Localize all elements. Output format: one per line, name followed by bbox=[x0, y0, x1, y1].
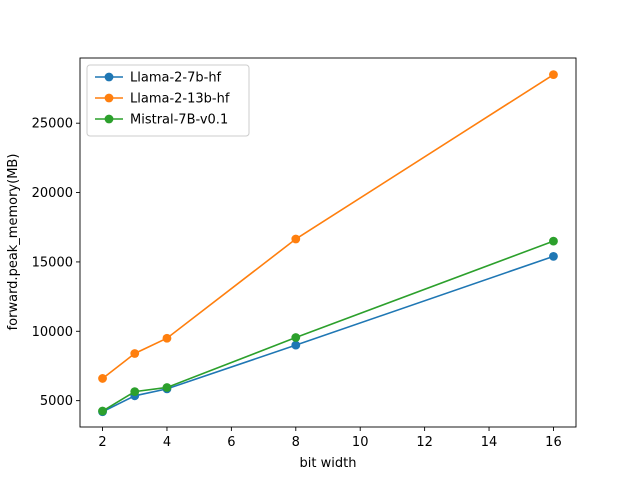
legend-marker-2 bbox=[104, 114, 114, 124]
y-tick-label-0: 5000 bbox=[40, 394, 73, 409]
x-tick-label-6: 14 bbox=[481, 435, 498, 450]
legend: Llama-2-7b-hf Llama-2-13b-hf Mistral-7B-v0… bbox=[86, 64, 250, 137]
y-tick-label-1: 10000 bbox=[32, 325, 73, 340]
x-tick-label-4: 10 bbox=[352, 435, 369, 450]
data-point-2-2 bbox=[162, 383, 172, 392]
legend-label-1: Llama-2-13b-hf bbox=[130, 92, 230, 107]
x-tick-label-7: 16 bbox=[545, 435, 562, 450]
y-tick-label-3: 20000 bbox=[32, 186, 73, 201]
legend-marker-1 bbox=[104, 93, 114, 103]
plot-frame bbox=[79, 57, 577, 428]
data-point-2-1 bbox=[130, 387, 140, 397]
x-tick-label-1: 4 bbox=[163, 435, 171, 450]
data-point-2-3 bbox=[291, 333, 301, 342]
data-point-0-3 bbox=[291, 340, 301, 350]
x-tick-label-2: 6 bbox=[227, 435, 235, 450]
data-point-2-4 bbox=[549, 236, 558, 246]
data-point-1-2 bbox=[162, 333, 172, 343]
legend-label-2: Mistral-7B-v0.1 bbox=[130, 113, 228, 128]
data-point-1-1 bbox=[130, 349, 140, 358]
series-layer bbox=[98, 70, 558, 417]
data-point-0-4 bbox=[549, 251, 558, 261]
x-axis-label: bit width bbox=[300, 456, 357, 471]
x-tick-label-0: 2 bbox=[98, 435, 106, 450]
y-tick-label-2: 15000 bbox=[32, 255, 73, 270]
axes-layer: 2 4 6 8 10 12 14 16 5000 10000 15000 20000 25000 bbox=[32, 57, 577, 450]
y-axis-label: forward.peak_memory(MB) bbox=[6, 154, 21, 331]
x-tick-label-5: 12 bbox=[416, 435, 433, 450]
legend-box bbox=[86, 64, 250, 137]
data-point-1-0 bbox=[98, 374, 107, 383]
data-point-1-3 bbox=[291, 234, 301, 244]
legend-label-0: Llama-2-7b-hf bbox=[130, 71, 222, 86]
x-tick-label-3: 8 bbox=[292, 435, 300, 450]
data-point-2-0 bbox=[98, 406, 107, 416]
legend-marker-0 bbox=[104, 72, 114, 82]
data-point-1-4 bbox=[549, 70, 558, 80]
y-tick-label-4: 25000 bbox=[32, 117, 73, 132]
